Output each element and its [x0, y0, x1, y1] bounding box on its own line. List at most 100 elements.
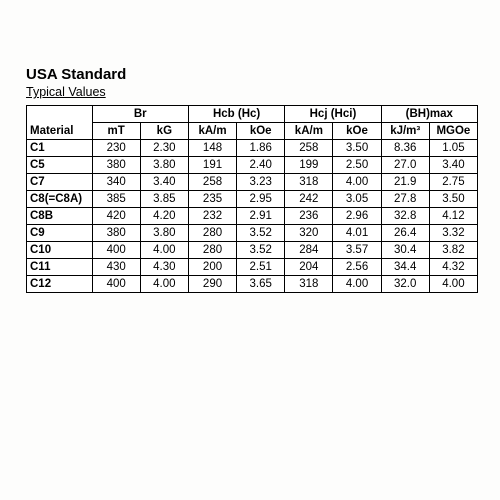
cell-value: 280	[188, 242, 236, 259]
cell-value: 2.95	[237, 191, 285, 208]
table-row: C93803.802803.523204.0126.43.32	[27, 225, 478, 242]
cell-value: 3.05	[333, 191, 381, 208]
cell-value: 2.50	[333, 157, 381, 174]
document-sheet: USA Standard Typical Values BrHcb (Hc)Hc…	[0, 0, 500, 293]
cell-value: 1.86	[237, 140, 285, 157]
cell-value: 4.00	[333, 174, 381, 191]
cell-value: 4.30	[140, 259, 188, 276]
cell-value: 340	[92, 174, 140, 191]
cell-value: 21.9	[381, 174, 429, 191]
cell-value: 258	[285, 140, 333, 157]
cell-value: 258	[188, 174, 236, 191]
col-header: kJ/m³	[381, 123, 429, 140]
cell-value: 3.80	[140, 157, 188, 174]
cell-value: 3.52	[237, 242, 285, 259]
cell-material: C5	[27, 157, 93, 174]
cell-value: 3.50	[429, 191, 477, 208]
cell-value: 2.96	[333, 208, 381, 225]
cell-value: 284	[285, 242, 333, 259]
cell-value: 232	[188, 208, 236, 225]
cell-value: 26.4	[381, 225, 429, 242]
cell-value: 3.52	[237, 225, 285, 242]
cell-value: 199	[285, 157, 333, 174]
table-row: C8B4204.202322.912362.9632.84.12	[27, 208, 478, 225]
header-group: Hcb (Hc)	[188, 106, 284, 123]
table-row: C104004.002803.522843.5730.43.82	[27, 242, 478, 259]
cell-value: 320	[285, 225, 333, 242]
header-group-blank	[27, 106, 93, 123]
cell-material: C9	[27, 225, 93, 242]
data-table: BrHcb (Hc)Hcj (Hci)(BH)maxMaterialmTkGkA…	[26, 105, 478, 293]
cell-value: 200	[188, 259, 236, 276]
cell-value: 385	[92, 191, 140, 208]
cell-value: 32.8	[381, 208, 429, 225]
table-row: C12302.301481.862583.508.361.05	[27, 140, 478, 157]
cell-material: C12	[27, 276, 93, 293]
cell-value: 27.0	[381, 157, 429, 174]
col-header: kG	[140, 123, 188, 140]
cell-value: 290	[188, 276, 236, 293]
cell-value: 3.80	[140, 225, 188, 242]
cell-value: 3.32	[429, 225, 477, 242]
col-header: kOe	[237, 123, 285, 140]
cell-value: 148	[188, 140, 236, 157]
cell-value: 30.4	[381, 242, 429, 259]
cell-material: C8(=C8A)	[27, 191, 93, 208]
col-header: mT	[92, 123, 140, 140]
table-row: C114304.302002.512042.5634.44.32	[27, 259, 478, 276]
cell-value: 236	[285, 208, 333, 225]
cell-value: 4.00	[333, 276, 381, 293]
cell-value: 204	[285, 259, 333, 276]
cell-value: 3.23	[237, 174, 285, 191]
cell-value: 4.20	[140, 208, 188, 225]
cell-value: 400	[92, 242, 140, 259]
cell-value: 4.12	[429, 208, 477, 225]
cell-value: 3.82	[429, 242, 477, 259]
table-row: C53803.801912.401992.5027.03.40	[27, 157, 478, 174]
cell-value: 4.00	[140, 242, 188, 259]
cell-value: 280	[188, 225, 236, 242]
cell-value: 4.00	[140, 276, 188, 293]
table-row: C8(=C8A)3853.852352.952423.0527.83.50	[27, 191, 478, 208]
cell-value: 3.65	[237, 276, 285, 293]
cell-value: 3.50	[333, 140, 381, 157]
cell-value: 2.40	[237, 157, 285, 174]
col-header: MGOe	[429, 123, 477, 140]
cell-value: 318	[285, 276, 333, 293]
cell-material: C8B	[27, 208, 93, 225]
col-header-material: Material	[27, 123, 93, 140]
cell-value: 230	[92, 140, 140, 157]
cell-value: 318	[285, 174, 333, 191]
cell-value: 8.36	[381, 140, 429, 157]
col-header: kA/m	[285, 123, 333, 140]
cell-value: 1.05	[429, 140, 477, 157]
cell-value: 2.75	[429, 174, 477, 191]
header-group: (BH)max	[381, 106, 477, 123]
cell-value: 3.40	[429, 157, 477, 174]
cell-value: 380	[92, 157, 140, 174]
cell-value: 430	[92, 259, 140, 276]
cell-material: C1	[27, 140, 93, 157]
cell-value: 420	[92, 208, 140, 225]
cell-value: 235	[188, 191, 236, 208]
col-header: kA/m	[188, 123, 236, 140]
col-header: kOe	[333, 123, 381, 140]
cell-value: 2.56	[333, 259, 381, 276]
cell-value: 4.32	[429, 259, 477, 276]
header-group: Hcj (Hci)	[285, 106, 381, 123]
cell-value: 3.57	[333, 242, 381, 259]
cell-value: 34.4	[381, 259, 429, 276]
cell-value: 4.00	[429, 276, 477, 293]
cell-value: 3.85	[140, 191, 188, 208]
cell-value: 380	[92, 225, 140, 242]
cell-value: 3.40	[140, 174, 188, 191]
header-group: Br	[92, 106, 188, 123]
cell-value: 191	[188, 157, 236, 174]
page-subtitle: Typical Values	[26, 85, 478, 99]
cell-value: 400	[92, 276, 140, 293]
cell-value: 32.0	[381, 276, 429, 293]
cell-value: 4.01	[333, 225, 381, 242]
cell-value: 2.91	[237, 208, 285, 225]
table-body: C12302.301481.862583.508.361.05C53803.80…	[27, 140, 478, 293]
table-head: BrHcb (Hc)Hcj (Hci)(BH)maxMaterialmTkGkA…	[27, 106, 478, 140]
